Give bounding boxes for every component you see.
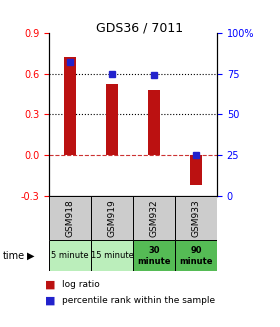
Text: log ratio: log ratio [62,280,99,289]
Text: GDS36 / 7011: GDS36 / 7011 [96,21,184,34]
Text: ▶: ▶ [27,251,34,261]
Bar [175,240,217,271]
Text: GSM933: GSM933 [192,199,200,237]
Text: GSM932: GSM932 [150,199,158,237]
Text: 90
minute: 90 minute [179,246,213,266]
Text: percentile rank within the sample: percentile rank within the sample [62,296,215,305]
Text: ■: ■ [45,295,55,305]
Bar [64,57,76,155]
Text: 5 minute: 5 minute [51,251,89,260]
Text: 30
minute: 30 minute [137,246,171,266]
Bar [91,240,133,271]
Text: GSM919: GSM919 [108,199,116,237]
Bar [175,196,217,240]
Bar [133,196,175,240]
Bar [190,155,202,185]
Text: time: time [3,251,25,261]
Bar [49,240,91,271]
Bar [106,84,118,155]
Text: GSM918: GSM918 [66,199,74,237]
Bar [91,196,133,240]
Text: ■: ■ [45,280,55,289]
Bar [133,240,175,271]
Text: 15 minute: 15 minute [90,251,134,260]
Bar [148,90,160,155]
Bar [49,196,91,240]
